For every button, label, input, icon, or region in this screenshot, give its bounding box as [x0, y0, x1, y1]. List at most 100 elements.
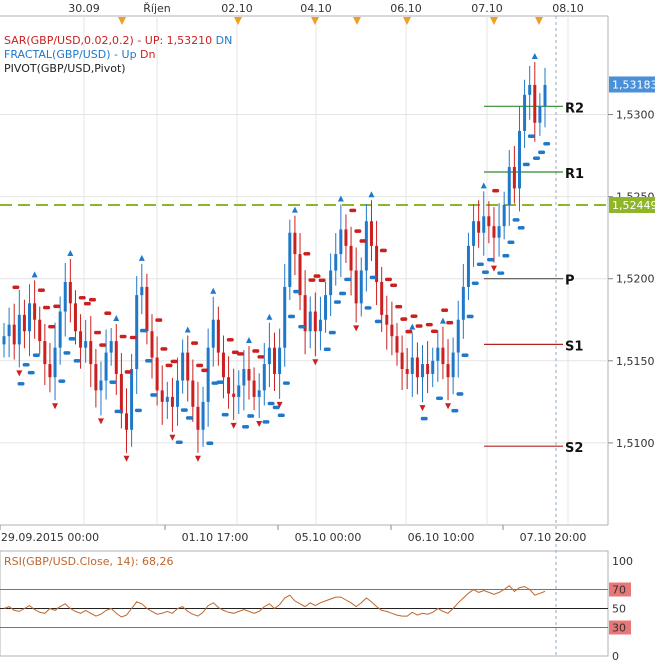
candle-body	[237, 385, 241, 397]
event-marker	[403, 17, 411, 25]
sar-dot-dn	[163, 347, 168, 351]
fractal-up	[439, 317, 446, 324]
y-tick-label: 1,5150	[616, 355, 655, 368]
x-top-label: 06.10	[390, 2, 422, 15]
sar-dot-up	[490, 257, 495, 262]
candle-body	[2, 336, 6, 345]
candle-body	[400, 352, 404, 370]
fractal-up	[409, 323, 416, 330]
candle-body	[390, 324, 394, 337]
sar-dot-up	[475, 281, 479, 286]
fractal-up	[210, 287, 217, 294]
sar-dot-up	[26, 362, 30, 367]
sar-dot-dn	[403, 317, 408, 321]
sar-dot-dn	[352, 208, 357, 213]
fractal-up	[67, 250, 74, 257]
sar-dot-dn	[398, 304, 403, 309]
candle-body	[17, 314, 21, 345]
sar-dot-up	[184, 408, 188, 412]
candle-body	[73, 303, 77, 332]
candle-body	[119, 373, 123, 414]
sar-dot-up	[291, 314, 296, 319]
x-top-label: 02.10	[221, 2, 253, 15]
candle-body	[528, 84, 532, 95]
sar-dot-dn	[311, 278, 316, 282]
sar-dot-up	[61, 379, 66, 383]
sar-dot-up	[531, 134, 535, 138]
sar-dot-up	[521, 226, 525, 230]
candle-body	[298, 254, 302, 296]
candle-body	[283, 286, 287, 348]
candle-body	[33, 303, 37, 320]
sar-legend: SAR(GBP/USD,0.02,0.2) - UP: 1,53210 DN	[4, 34, 232, 47]
fractal-dn	[97, 418, 104, 425]
candle-body	[395, 336, 399, 353]
fractal-up	[291, 206, 298, 213]
rsi-tick-label: 30	[612, 622, 626, 635]
fractal-dn	[419, 405, 426, 412]
candle-body	[538, 106, 542, 123]
sar-dot-up	[439, 396, 444, 401]
rsi-tick-label: 50	[612, 603, 626, 616]
candle-body	[354, 270, 358, 304]
sar-dot-up	[459, 392, 464, 396]
candle-body	[359, 270, 363, 304]
fractal-dn	[52, 403, 59, 410]
fractal-dn	[445, 403, 452, 410]
fractal-dn	[230, 422, 237, 429]
pivot-legend: PIVOT(GBP/USD,Pivot)	[4, 62, 126, 75]
fractal-legend: FRACTAL(GBP/USD) - Up Dn	[4, 48, 156, 61]
candle-body	[375, 245, 379, 282]
candle-body	[487, 216, 491, 227]
sar-dot-dn	[102, 343, 107, 347]
sar-dot-dn	[393, 283, 398, 288]
sar-dot-up	[265, 420, 270, 424]
sar-dot-dn	[240, 352, 244, 356]
fractal-dn	[353, 325, 360, 332]
candle-body	[441, 347, 445, 365]
sar-dot-up	[276, 405, 280, 410]
candle-body	[43, 341, 47, 365]
event-marker	[234, 17, 242, 25]
sar-dot-dn	[194, 341, 199, 345]
sar-dot-dn	[199, 363, 204, 368]
sar-dot-up	[347, 277, 352, 282]
x-top-label: 07.10	[471, 2, 503, 15]
pivot-label-p: P	[565, 274, 575, 289]
rsi-level-badge	[609, 582, 631, 597]
sar-dot-up	[36, 353, 40, 358]
rsi-tick-label: 0	[612, 650, 619, 661]
sar-dot-dn	[168, 363, 173, 368]
sar-dot-dn	[306, 251, 311, 256]
sar-dot-up	[342, 291, 347, 296]
sar-dot-dn	[204, 368, 209, 373]
candle-body	[7, 324, 11, 337]
event-marker	[118, 17, 126, 25]
sar-dot-up	[515, 218, 520, 222]
sar-dot-dn	[444, 308, 449, 313]
candle-body	[150, 331, 154, 358]
event-marker	[353, 17, 361, 25]
candle-body	[130, 369, 134, 430]
candle-body	[221, 352, 225, 378]
pivot-label-r1: R1	[565, 167, 584, 182]
fractal-up	[368, 191, 375, 198]
candle-body	[181, 352, 185, 381]
candle-body	[303, 295, 307, 332]
sar-dot-dn	[158, 318, 163, 322]
sar-dot-dn	[260, 355, 265, 359]
candle-body	[369, 221, 373, 246]
candle-body	[68, 281, 72, 304]
fractal-up	[266, 313, 273, 320]
candle-body	[543, 84, 547, 107]
sar-dot-dn	[449, 320, 454, 325]
sar-dot-dn	[383, 248, 387, 253]
sar-dot-up	[31, 370, 35, 375]
x-top-label: 08.10	[552, 2, 584, 15]
sar-dot-up	[470, 314, 474, 319]
candle-body	[104, 352, 108, 381]
sar-dot-dn	[128, 370, 132, 374]
candle-body	[262, 364, 266, 391]
sar-dot-up	[117, 409, 122, 414]
